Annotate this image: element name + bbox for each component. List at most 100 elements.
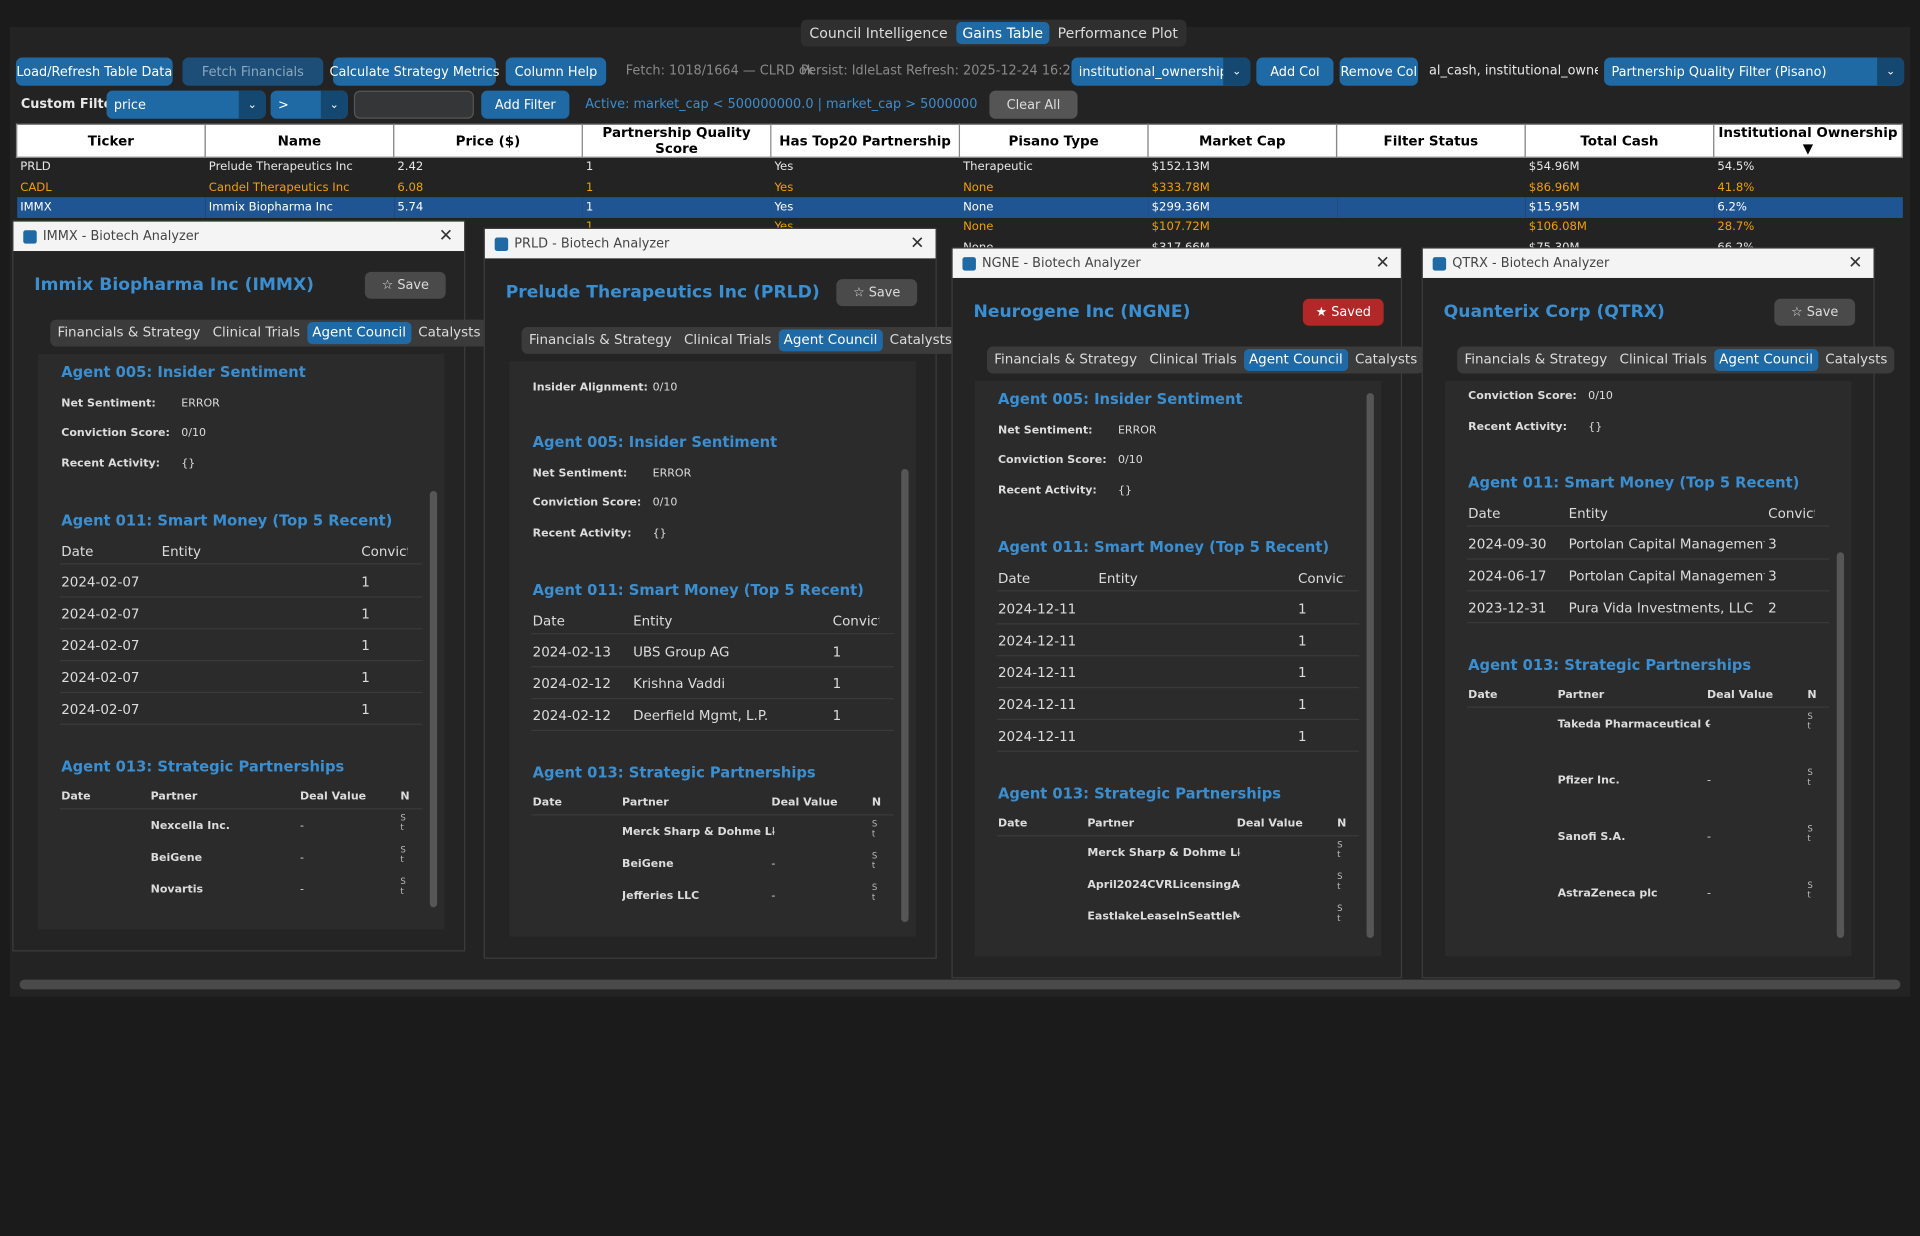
col-pisano[interactable]: Pisano Type [958,123,1149,158]
vertical-scrollbar[interactable] [901,468,909,923]
row-divider [60,691,423,694]
agent-council-pane: Agent 005: Insider Sentiment Net Sentimen… [37,353,445,930]
row-divider [1466,706,1830,708]
calculate-metrics-button[interactable]: Calculate Strategy Metrics [330,57,500,86]
detail-tabs: Financials & Strategy Clinical Trials Agen… [521,326,960,354]
chevron-down-icon: ⌄ [1877,57,1905,86]
tab-catalysts[interactable]: Catalysts [1825,351,1888,368]
close-icon[interactable]: ✕ [438,226,454,247]
vertical-scrollbar[interactable] [429,491,438,908]
save-button[interactable]: ☆ Save [364,271,446,299]
notes-text: S t [1337,871,1343,892]
col-deal-value: Deal Value [1236,817,1303,831]
col-conviction: Convicti [361,543,408,560]
tab-council-intelligence[interactable]: Council Intelligence [809,24,948,42]
conviction-label: Conviction Score: [532,497,642,510]
remove-col-button[interactable]: Remove Col [1339,57,1418,86]
tab-catalysts[interactable]: Catalysts [889,331,952,348]
saved-button[interactable]: ★ Saved [1302,298,1384,326]
col-name[interactable]: Name [204,123,395,158]
tab-agent-council[interactable]: Agent Council [1244,348,1348,372]
sm-conviction: 1 [361,574,370,591]
filter-operator-select[interactable]: > ⌄ [270,90,348,119]
col-n: N [400,791,410,804]
tab-catalysts[interactable]: Catalysts [1354,351,1418,368]
conviction-value: 0/10 [181,427,206,440]
col-top20[interactable]: Has Top20 Partnership [770,123,961,158]
col-pq-score[interactable]: Partnership Quality Score [581,123,772,158]
col-partner: Partner [1087,817,1135,831]
tab-financials[interactable]: Financials & Strategy [994,351,1138,368]
col-date: Date [997,817,1028,831]
row-divider [996,590,1360,592]
close-icon[interactable]: ✕ [1848,253,1863,274]
col-inst-own[interactable]: Institutional Ownership ▼ [1713,123,1903,158]
horizontal-scrollbar[interactable] [19,979,1901,990]
sm-date: 2024-12-11 [997,633,1077,649]
filter-value-input[interactable] [353,90,474,119]
col-price[interactable]: Price ($) [393,123,583,158]
tab-agent-council[interactable]: Agent Council [778,329,883,352]
section-heading: Agent 011: Smart Money (Top 5 Recent) [997,538,1330,556]
close-icon[interactable]: ✕ [910,233,925,254]
tab-financials[interactable]: Financials & Strategy [528,331,672,348]
tab-gains-table[interactable]: Gains Table [956,22,1050,45]
tab-financials[interactable]: Financials & Strategy [1464,351,1608,368]
section-heading: Agent 013: Strategic Partnerships [61,757,345,776]
tab-clinical-trials[interactable]: Clinical Trials [1149,351,1237,368]
table-cell: 2.42 [397,160,424,175]
col-market-cap[interactable]: Market Cap [1147,123,1338,158]
fetch-financials-button[interactable]: Fetch Financials [182,57,324,86]
partner-name: April2024CVRLicensingAgreementMember [1087,879,1240,892]
tab-clinical-trials[interactable]: Clinical Trials [1619,351,1707,368]
tab-agent-council[interactable]: Agent Council [1714,348,1818,372]
close-icon[interactable]: ✕ [1375,253,1390,274]
row-divider [996,686,1360,689]
sm-conviction: 2 [1768,600,1777,616]
tab-performance-plot[interactable]: Performance Plot [1057,24,1178,42]
col-deal-value: Deal Value [1706,689,1774,702]
table-cell: Yes [770,197,960,218]
save-button[interactable]: ☆ Save [1774,298,1856,326]
vertical-scrollbar[interactable] [1836,552,1845,938]
titlebar: NGNE - Biotech Analyzer ✕ [952,248,1401,278]
table-row[interactable]: IMMX Immix Biopharma Inc 5.74 1 Yes None $299.… [16,197,1903,218]
app-icon [1432,256,1447,271]
col-n: N [1807,689,1817,702]
add-col-button[interactable]: Add Col [1256,57,1334,86]
load-refresh-button[interactable]: Load/Refresh Table Data [15,57,173,86]
net-sentiment-value: ERROR [652,467,692,481]
partner-name: Nexcella Inc. [150,820,230,833]
conviction-value: 0/10 [1588,390,1613,403]
tab-clinical-trials[interactable]: Clinical Trials [684,331,772,348]
table-cell: Yes [774,160,794,175]
col-date: Date [997,570,1031,587]
tab-financials[interactable]: Financials & Strategy [57,324,201,341]
tab-agent-council[interactable]: Agent Council [307,322,411,345]
vertical-scrollbar[interactable] [1366,393,1374,938]
app-icon [494,236,509,251]
sm-conviction: 1 [1297,696,1307,713]
deal-value: - [1706,831,1711,844]
add-filter-button[interactable]: Add Filter [481,90,570,119]
table-row[interactable]: CADL Candel Therapeutics Inc 6.08 1 Yes None $… [17,177,1903,197]
col-conviction: Convicti [832,613,880,630]
sm-entity: UBS Group AG [633,644,730,661]
tab-clinical-trials[interactable]: Clinical Trials [212,324,300,341]
column-help-button[interactable]: Column Help [505,57,607,86]
filter-field-select[interactable]: price ⌄ [106,90,266,119]
notes-text: S t [1807,711,1813,732]
table-row[interactable]: PRLD Prelude Therapeutics Inc 2.42 1 Yes Ther… [17,157,1903,177]
partner-name: Novartis [150,884,204,897]
notes-text: S t [400,813,406,833]
save-button[interactable]: ☆ Save [836,279,918,307]
notes-text: S t [1807,767,1813,788]
col-ticker[interactable]: Ticker [15,123,206,158]
preset-filter-select[interactable]: Partnership Quality Filter (Pisano) ⌄ [1604,57,1905,86]
fetch-status: Fetch: 1018/1664 — CLRD ok [625,63,815,79]
clear-all-button[interactable]: Clear All [989,90,1078,119]
col-total-cash[interactable]: Total Cash [1524,123,1715,158]
col-filter-status[interactable]: Filter Status [1335,123,1526,158]
column-select[interactable]: institutional_ownership ⌄ [1071,57,1251,86]
tab-catalysts[interactable]: Catalysts [418,324,481,341]
